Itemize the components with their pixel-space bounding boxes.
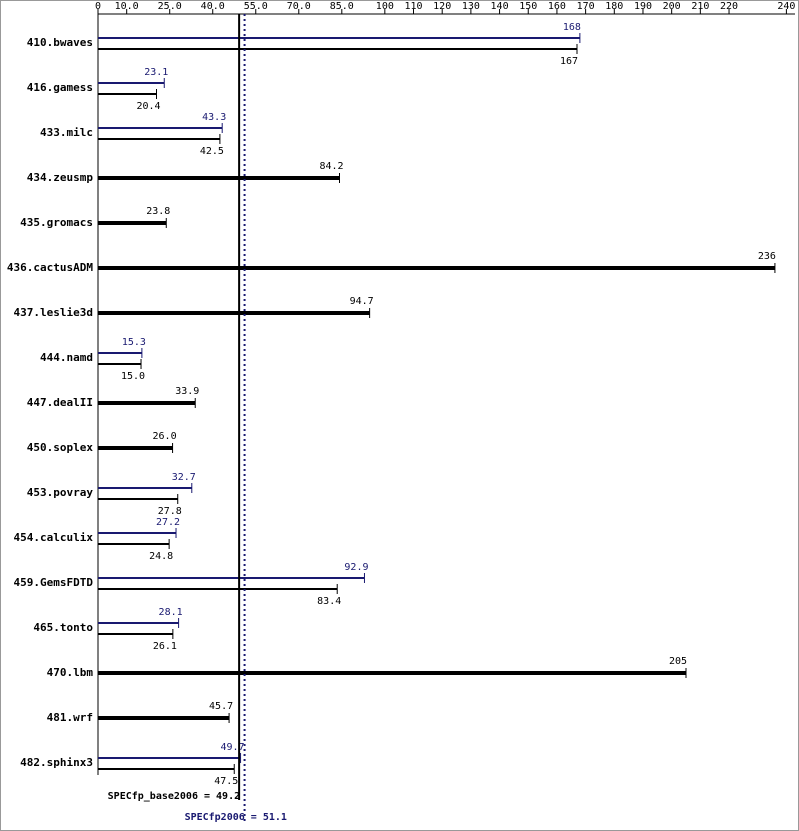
bar	[98, 221, 167, 225]
category-label: 447.dealII	[27, 396, 93, 409]
category-label: 434.zeusmp	[27, 171, 94, 184]
category-label: 465.tonto	[33, 621, 93, 634]
value-label: 27.8	[158, 506, 182, 517]
category-label: 433.milc	[40, 126, 93, 139]
bar	[98, 716, 230, 720]
value-label: 23.1	[144, 67, 168, 78]
bar	[98, 768, 235, 770]
bar	[98, 352, 142, 354]
x-tick-label: 40.0	[201, 1, 225, 12]
bar	[98, 577, 365, 579]
category-label: 459.GemsFDTD	[14, 576, 94, 589]
value-label: 45.7	[209, 701, 233, 712]
bar	[98, 176, 340, 180]
bar	[98, 266, 775, 270]
x-tick-label: 160	[548, 1, 566, 12]
category-label: 444.namd	[40, 351, 93, 364]
value-label: 32.7	[172, 472, 196, 483]
x-tick-label: 180	[605, 1, 623, 12]
x-tick-label: 170	[577, 1, 595, 12]
x-tick-label: 70.0	[287, 1, 311, 12]
value-label: 20.4	[136, 101, 160, 112]
x-tick-label: 85.0	[330, 1, 354, 12]
category-label: 454.calculix	[14, 531, 94, 544]
x-tick-label: 120	[433, 1, 451, 12]
x-tick-label: 130	[462, 1, 480, 12]
bar	[98, 588, 338, 590]
x-tick-label: 150	[519, 1, 537, 12]
value-label: 92.9	[344, 562, 368, 573]
bar	[98, 93, 157, 95]
reference-label: SPECfp_base2006 = 49.2	[108, 791, 240, 802]
x-tick-label: 55.0	[244, 1, 268, 12]
x-tick-label: 25.0	[158, 1, 182, 12]
value-label: 43.3	[202, 112, 226, 123]
category-label: 453.povray	[27, 486, 94, 499]
bar	[98, 127, 223, 129]
category-label: 436.cactusADM	[7, 261, 93, 274]
x-tick-label: 100	[376, 1, 394, 12]
value-label: 15.0	[121, 371, 145, 382]
value-label: 23.8	[146, 206, 170, 217]
bar	[98, 82, 165, 84]
reference-label: SPECfp2006 = 51.1	[185, 812, 287, 823]
value-label: 26.1	[153, 641, 177, 652]
value-label: 26.0	[153, 431, 177, 442]
value-label: 167	[560, 56, 578, 67]
value-label: 24.8	[149, 551, 173, 562]
bar	[98, 532, 177, 534]
value-label: 42.5	[200, 146, 224, 157]
category-label: 437.leslie3d	[14, 306, 93, 319]
bar	[98, 622, 179, 624]
category-label: 482.sphinx3	[20, 756, 93, 769]
bar	[98, 363, 142, 365]
bar	[98, 446, 173, 450]
value-label: 28.1	[159, 607, 183, 618]
bar	[98, 48, 578, 50]
bar	[98, 757, 241, 759]
value-label: 84.2	[319, 161, 343, 172]
value-label: 205	[669, 656, 687, 667]
category-label: 435.gromacs	[20, 216, 93, 229]
bar	[98, 487, 192, 489]
value-label: 15.3	[122, 337, 146, 348]
category-label: 450.soplex	[27, 441, 94, 454]
x-tick-label: 200	[663, 1, 681, 12]
value-label: 236	[758, 251, 776, 262]
x-tick-label: 240	[777, 1, 795, 12]
x-tick-label: 10.0	[115, 1, 139, 12]
bar	[98, 671, 687, 675]
bar	[98, 498, 178, 500]
value-label: 83.4	[317, 596, 341, 607]
bar	[98, 401, 196, 405]
category-label: 416.gamess	[27, 81, 93, 94]
value-label: 33.9	[175, 386, 199, 397]
bar	[98, 633, 173, 635]
bar	[98, 138, 220, 140]
x-tick-label: 140	[491, 1, 509, 12]
bar	[98, 543, 170, 545]
category-label: 410.bwaves	[27, 36, 93, 49]
x-tick-label: 190	[634, 1, 652, 12]
category-label: 470.lbm	[47, 666, 94, 679]
value-label: 27.2	[156, 517, 180, 528]
category-label: 481.wrf	[47, 711, 93, 724]
value-label: 168	[563, 22, 581, 33]
x-tick-label: 220	[720, 1, 738, 12]
value-label: 94.7	[350, 296, 374, 307]
bar	[98, 37, 580, 39]
x-tick-label: 210	[691, 1, 709, 12]
x-tick-label: 110	[404, 1, 422, 12]
x-tick-label: 0	[95, 1, 101, 12]
value-label: 49.7	[221, 742, 245, 753]
bar	[98, 311, 370, 315]
value-label: 47.5	[214, 776, 238, 787]
